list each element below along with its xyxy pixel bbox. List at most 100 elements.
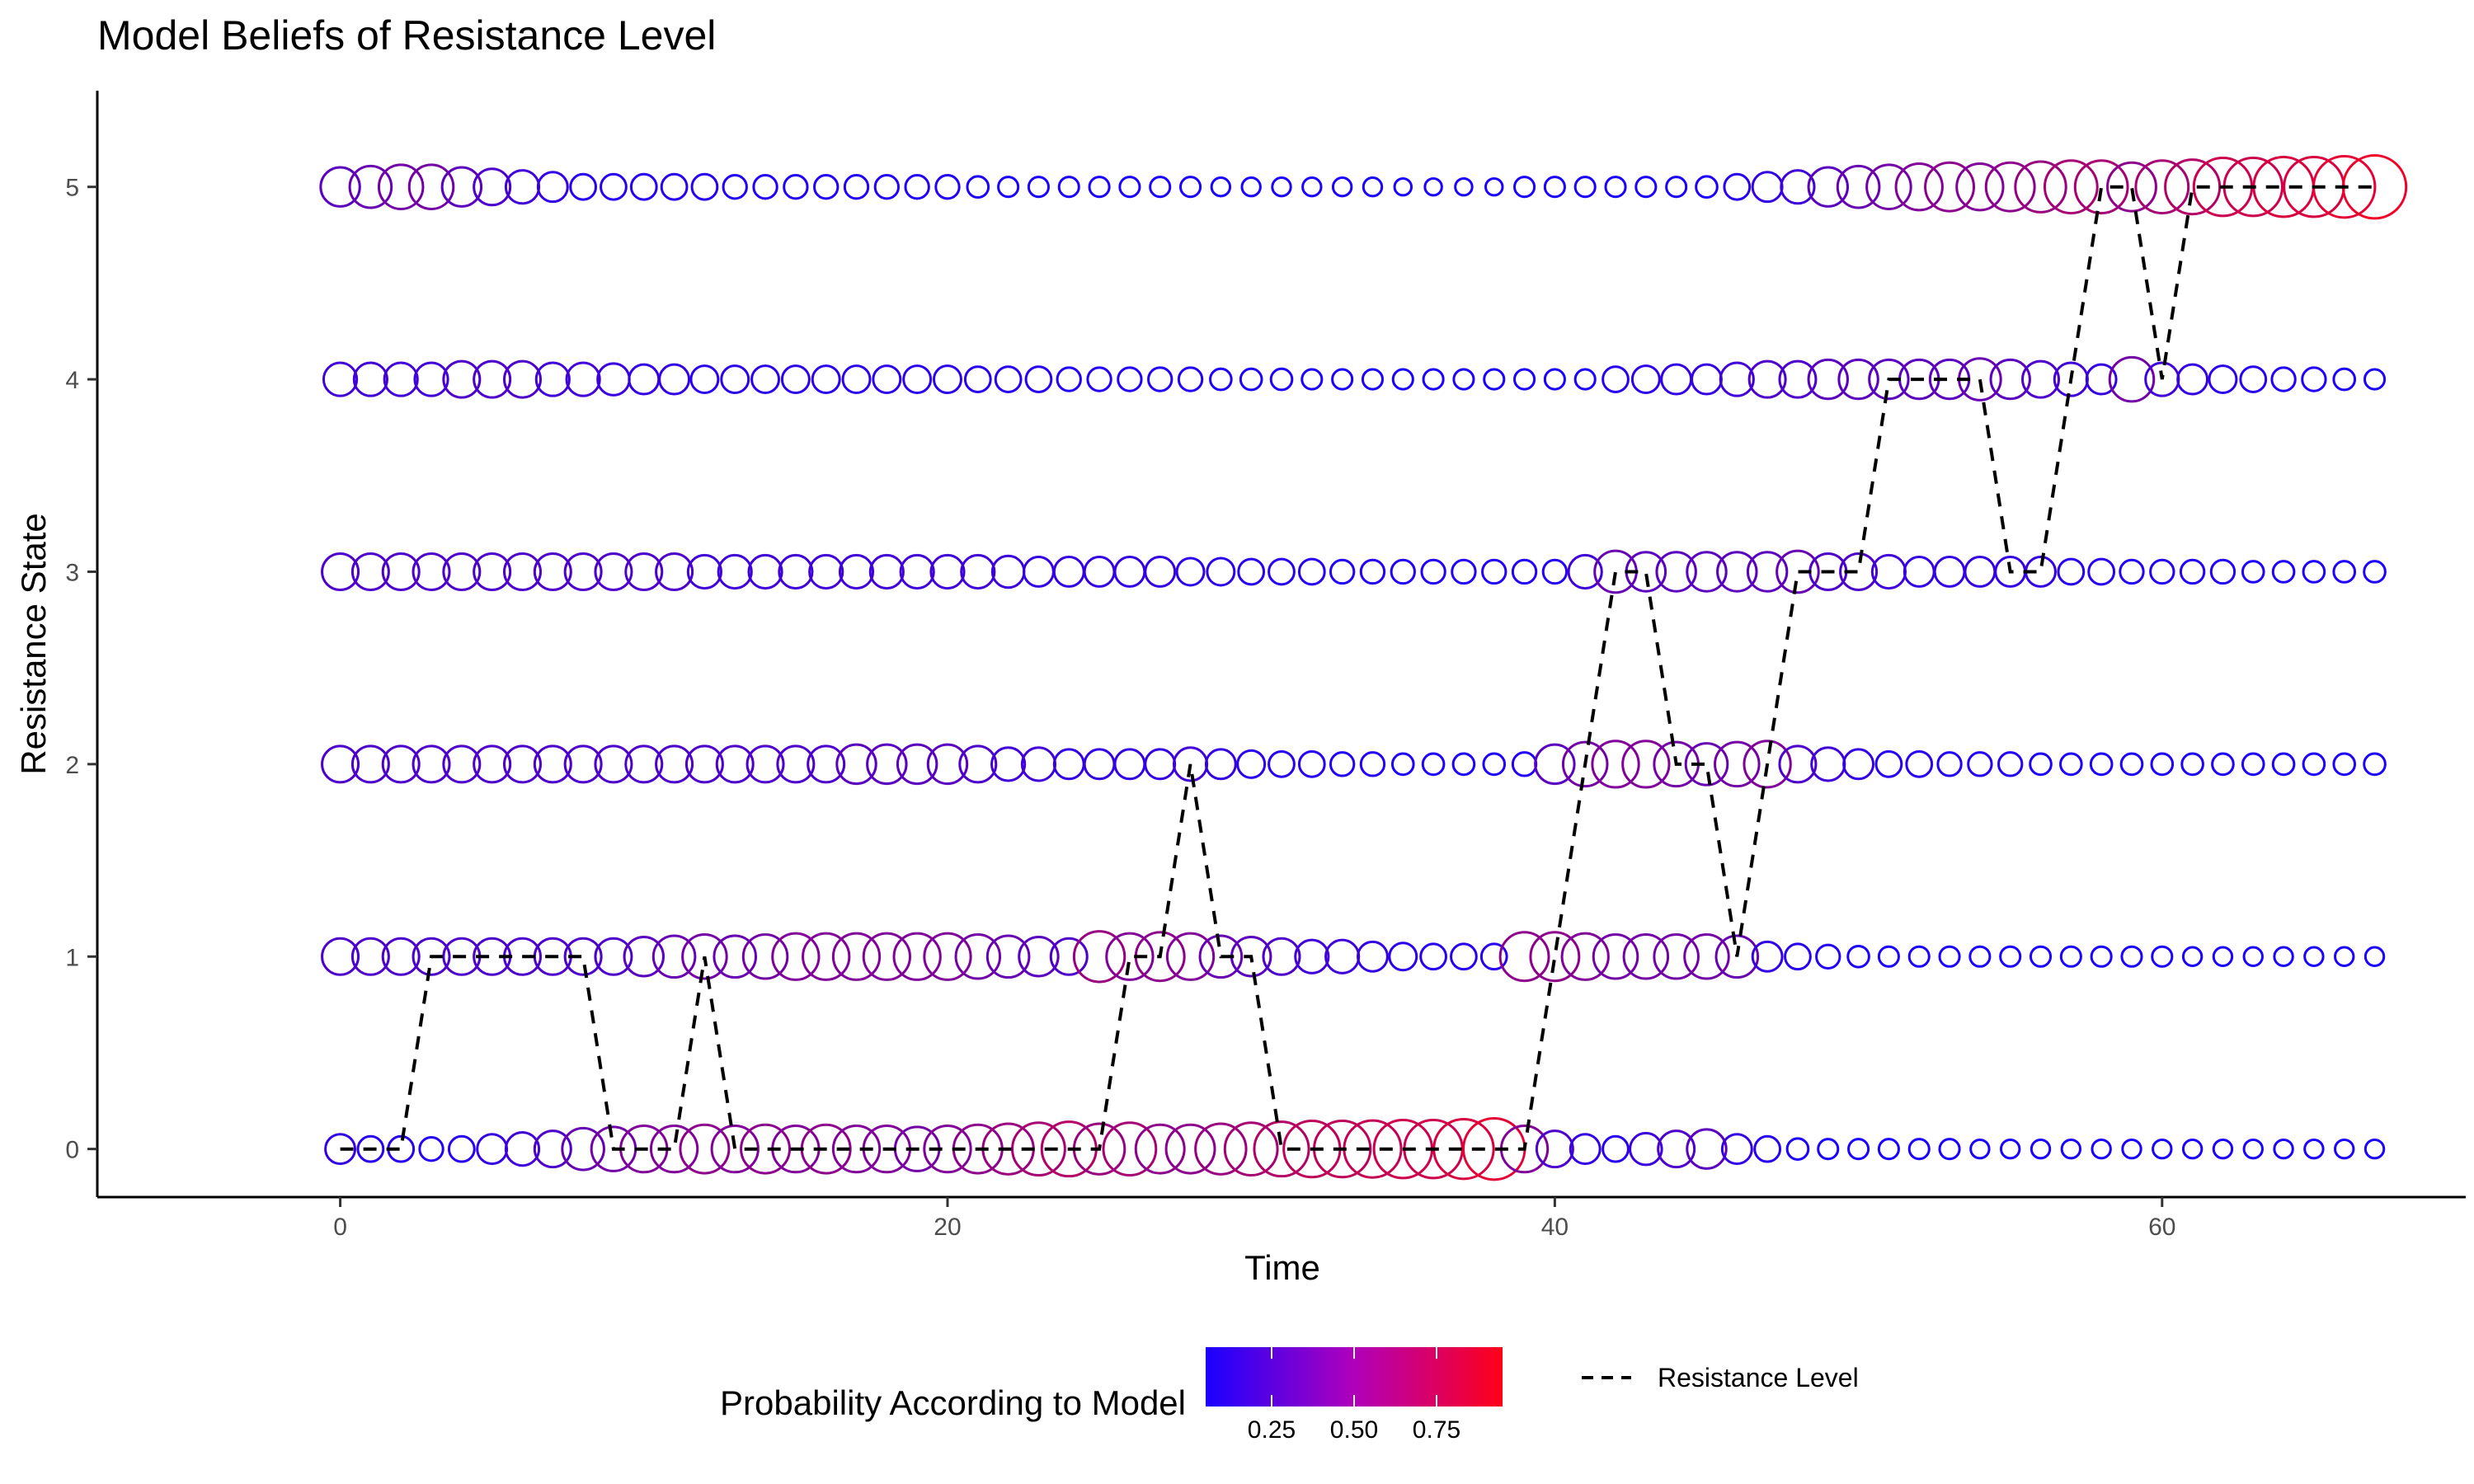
belief-point: [750, 364, 781, 395]
belief-point: [934, 174, 961, 200]
belief-point: [892, 932, 942, 981]
belief-point: [1454, 176, 1474, 197]
belief-point: [1714, 740, 1761, 788]
chart-title: Model Beliefs of Resistance Level: [97, 12, 716, 59]
belief-point: [1297, 749, 1326, 778]
belief-point: [1660, 363, 1693, 396]
belief-point: [1361, 368, 1385, 391]
belief-point: [966, 175, 990, 200]
belief-point: [1113, 556, 1146, 588]
belief-point: [2332, 367, 2357, 392]
belief-point: [1784, 942, 1812, 971]
belief-point: [1237, 557, 1266, 586]
legend-line-label: Resistance Level: [1658, 1363, 1859, 1392]
belief-point: [1604, 176, 1627, 199]
belief-point: [2363, 560, 2387, 584]
belief-point: [624, 552, 664, 591]
belief-point: [1630, 364, 1661, 395]
belief-point: [383, 361, 419, 397]
belief-point: [1513, 176, 1536, 199]
y-axis-label: Resistance State: [14, 513, 53, 775]
belief-point: [1747, 359, 1787, 399]
belief-point: [628, 363, 661, 396]
belief-point: [2271, 752, 2296, 777]
belief-point: [1683, 932, 1730, 980]
belief-points-layer: [319, 154, 2408, 1181]
belief-point: [954, 932, 1002, 980]
belief-point: [2090, 945, 2113, 968]
belief-point: [2014, 160, 2067, 214]
belief-point: [2270, 366, 2297, 392]
belief-point: [1359, 558, 1386, 585]
belief-point: [1484, 176, 1504, 197]
belief-point: [1239, 367, 1263, 392]
belief-point: [1967, 751, 1993, 777]
belief-point: [1684, 742, 1729, 787]
belief-point: [2059, 945, 2082, 968]
belief-point: [1300, 368, 1324, 391]
belief-point: [1083, 556, 1116, 588]
belief-point: [752, 174, 778, 200]
belief-point: [473, 359, 512, 399]
belief-point: [2164, 158, 2222, 216]
belief-point: [1907, 945, 1931, 968]
belief-point: [533, 1129, 572, 1169]
belief-point: [1622, 932, 1670, 980]
belief-point: [350, 937, 390, 976]
belief-point: [407, 163, 455, 210]
belief-point: [1052, 748, 1085, 781]
belief-point: [1621, 740, 1671, 789]
belief-point: [1936, 751, 1963, 777]
belief-point: [2363, 946, 2386, 967]
belief-point: [2303, 946, 2325, 967]
belief-point: [1024, 365, 1053, 393]
belief-point: [1294, 938, 1330, 974]
belief-point: [1105, 932, 1155, 981]
belief-point: [1686, 551, 1728, 593]
belief-point: [1903, 556, 1935, 588]
belief-point: [741, 932, 789, 980]
belief-point: [1117, 366, 1143, 392]
belief-point: [1262, 937, 1301, 976]
belief-point: [2241, 752, 2265, 777]
belief-point: [1144, 748, 1177, 781]
colorbar-tick-label: 0.25: [1248, 1416, 1296, 1444]
belief-point: [2181, 1138, 2204, 1160]
belief-point: [1999, 1138, 2021, 1160]
belief-point: [1072, 930, 1126, 984]
belief-point: [1329, 751, 1356, 777]
belief-point: [2106, 161, 2157, 213]
belief-point: [660, 172, 689, 201]
belief-point: [776, 744, 816, 784]
belief-point: [418, 1135, 444, 1162]
belief-point: [813, 174, 840, 200]
belief-point: [1236, 749, 1267, 779]
belief-point: [1329, 558, 1356, 585]
belief-point: [843, 174, 870, 200]
belief-point: [923, 932, 972, 981]
belief-point: [1301, 176, 1323, 198]
belief-point: [1839, 552, 1879, 591]
belief-point: [1968, 945, 1992, 968]
belief-point: [841, 364, 872, 395]
belief-point: [1362, 176, 1384, 198]
belief-point: [745, 744, 785, 784]
belief-point: [2211, 752, 2235, 777]
belief-point: [1567, 553, 1603, 590]
belief-point: [1907, 1138, 1931, 1161]
belief-point: [1653, 932, 1700, 980]
belief-point: [1807, 166, 1849, 208]
belief-point: [1868, 358, 1910, 401]
y-tick-label: 4: [65, 367, 79, 394]
x-tick-label: 60: [2148, 1214, 2175, 1241]
belief-point: [1720, 1133, 1753, 1166]
belief-point: [2363, 368, 2387, 391]
belief-point: [1118, 176, 1141, 199]
belief-point: [1780, 169, 1816, 205]
belief-point: [2119, 752, 2144, 777]
belief-point: [2273, 946, 2294, 967]
colorbar-tick-label: 0.50: [1330, 1416, 1378, 1444]
belief-point: [1984, 161, 2036, 213]
belief-point: [862, 932, 911, 981]
belief-point: [923, 1125, 972, 1174]
